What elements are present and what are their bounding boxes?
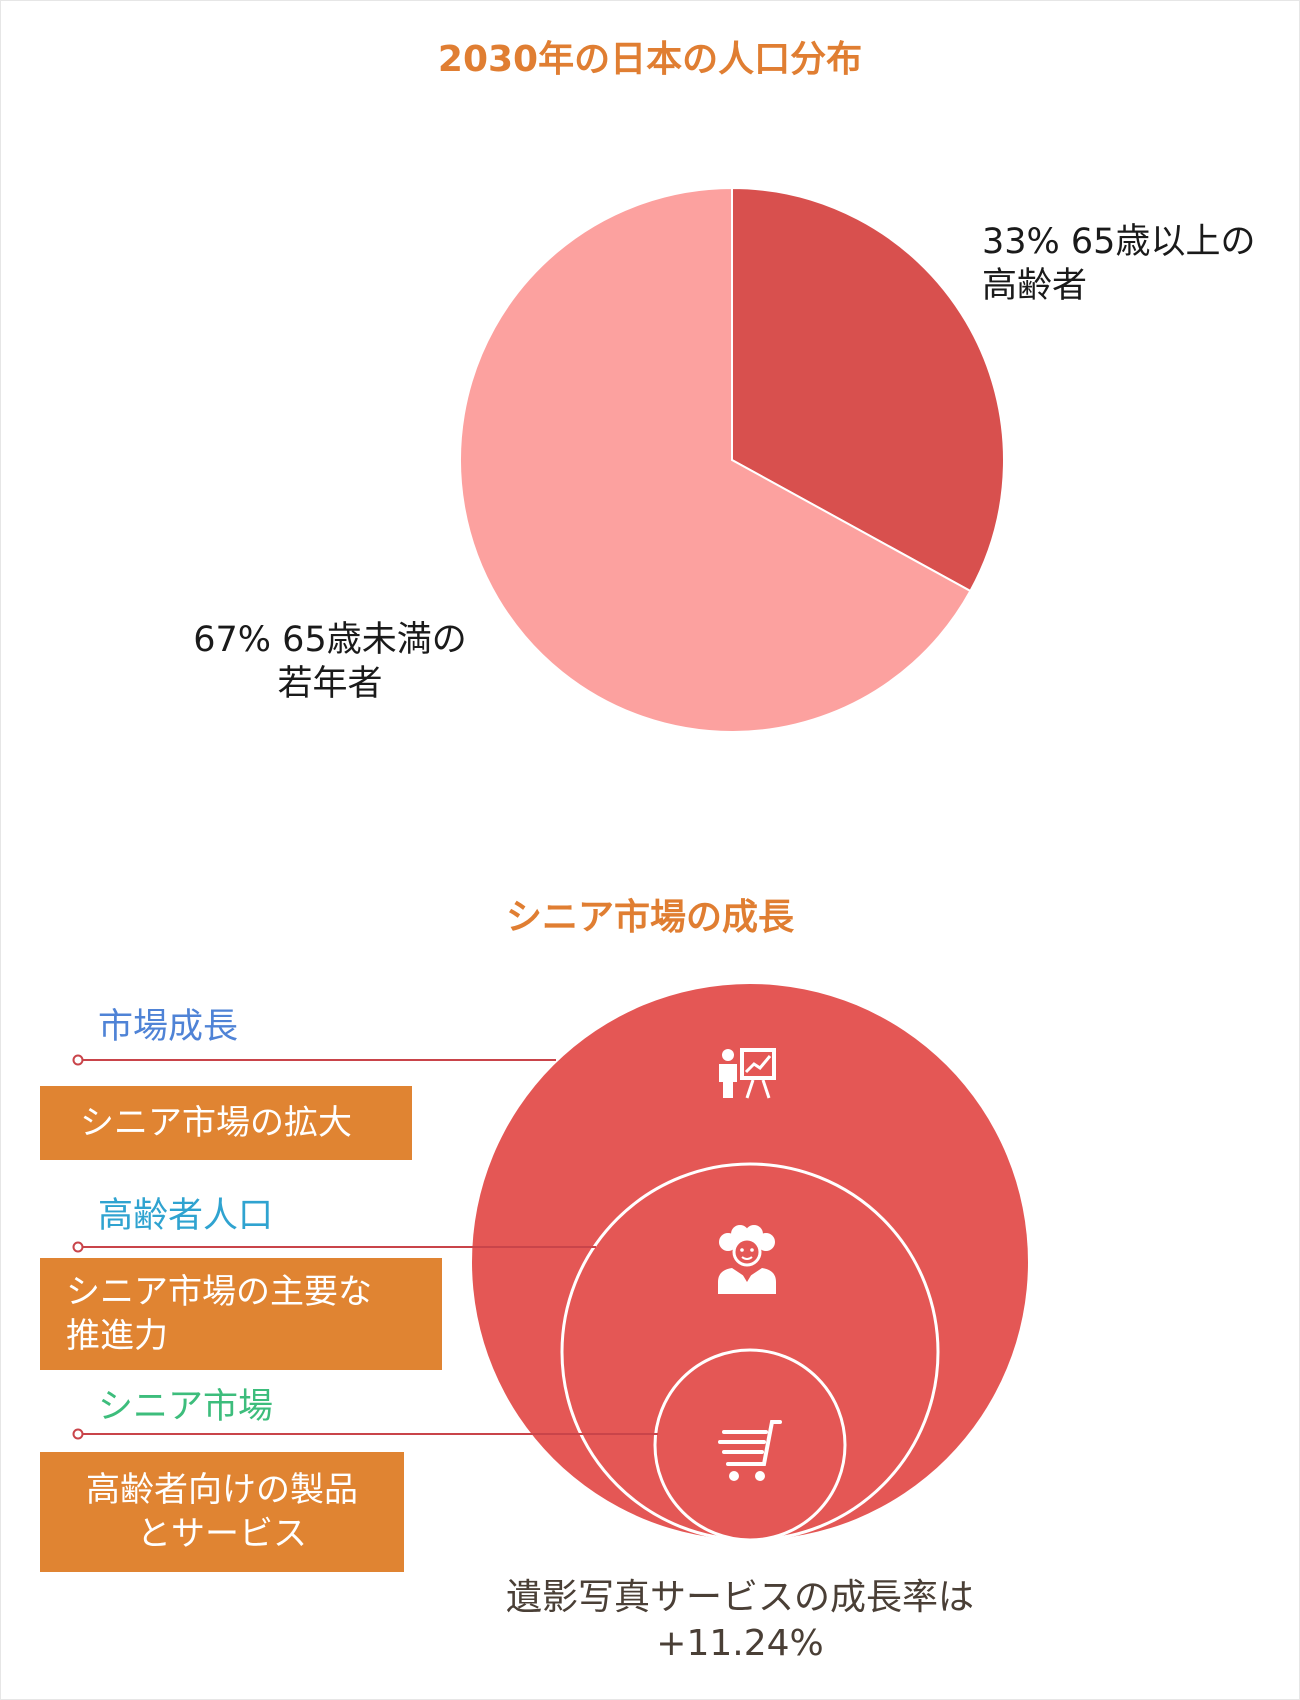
category-title-market-growth: 市場成長 xyxy=(98,1007,239,1047)
leader-dot-market xyxy=(72,1054,84,1066)
elderly-person-icon xyxy=(718,1225,776,1294)
presentation-icon xyxy=(719,1048,776,1099)
pie-chart xyxy=(459,186,1005,733)
category-title-elderly-population: 高齢者人口 xyxy=(98,1196,274,1236)
pie-label-elderly: 33% 65歳以上の 高齢者 xyxy=(982,222,1256,306)
senior-market-title: シニア市場の成長 xyxy=(505,897,794,938)
pie-chart-title: 2030年の日本の人口分布 xyxy=(437,39,863,80)
category-box-market-growth: シニア市場の拡大 xyxy=(40,1086,412,1160)
inner-circle-senior xyxy=(653,1348,847,1542)
leader-dot-senior xyxy=(72,1428,84,1440)
leader-dot-population xyxy=(72,1241,84,1253)
category-title-senior-market: シニア市場 xyxy=(98,1387,274,1427)
leader-lines xyxy=(72,1054,658,1440)
category-box-senior-market: 高齢者向けの製品 とサービス xyxy=(40,1452,404,1572)
pie-slice-1 xyxy=(459,186,972,733)
category-box-elderly-population: シニア市場の主要な 推進力 xyxy=(40,1258,442,1370)
growth-rate-footer: 遺影写真サービスの成長率は +11.24% xyxy=(505,1577,974,1664)
shopping-cart-icon xyxy=(718,1420,782,1481)
pie-slice-0 xyxy=(731,186,1005,593)
pie-label-young: 67% 65歳未満の 若年者 xyxy=(193,620,467,704)
